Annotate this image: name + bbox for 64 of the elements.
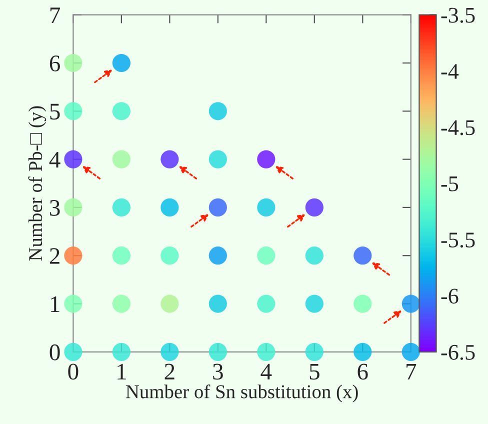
color-bar-label: -6 — [441, 288, 458, 304]
point — [64, 150, 82, 168]
point — [112, 246, 130, 265]
point — [208, 198, 227, 217]
color-bar-label: -4.5 — [441, 120, 475, 136]
x-tick-label: 3 — [213, 364, 223, 380]
point — [257, 246, 276, 265]
point — [64, 54, 82, 72]
x-tick-label: 5 — [310, 364, 320, 380]
point — [354, 294, 372, 313]
color-bar-label: -6.5 — [441, 344, 475, 360]
point — [64, 294, 82, 313]
point — [160, 294, 179, 313]
point — [305, 342, 324, 361]
y-tick-label: 6 — [50, 56, 60, 72]
point — [112, 342, 130, 361]
point — [160, 246, 179, 265]
y-tick-label: 0 — [50, 344, 60, 360]
color-bar-label: -5 — [441, 176, 458, 192]
point — [64, 246, 82, 265]
x-axis-title: Number of Sn substitution (x) — [126, 384, 358, 402]
x-tick-label: 0 — [68, 364, 78, 380]
point — [257, 342, 276, 361]
x-tick-label: 2 — [164, 364, 174, 380]
point — [257, 198, 276, 217]
point — [354, 246, 372, 265]
color-bar-label: -4 — [441, 64, 459, 79]
point — [402, 342, 420, 361]
y-tick-label: 2 — [50, 248, 60, 264]
color-bar-label: -3.5 — [441, 8, 475, 23]
point — [305, 198, 324, 217]
point — [257, 294, 276, 313]
point — [208, 102, 227, 120]
y-tick-label: 4 — [49, 152, 60, 168]
point — [354, 342, 372, 361]
y-tick-label: 5 — [50, 104, 60, 120]
point — [160, 150, 179, 168]
point — [305, 294, 324, 313]
point — [208, 342, 227, 361]
point — [112, 294, 130, 313]
point — [257, 150, 276, 168]
point — [64, 342, 82, 361]
x-tick-label: 7 — [406, 364, 416, 380]
point — [64, 102, 82, 120]
y-axis-title: Number of Pb-□ (y) — [28, 106, 46, 261]
point — [208, 294, 227, 313]
point — [112, 198, 130, 217]
point — [160, 342, 179, 361]
y-tick-label: 1 — [50, 296, 60, 312]
y-tick-label: 7 — [50, 8, 60, 24]
point — [112, 150, 130, 168]
point — [402, 294, 420, 313]
point — [112, 54, 130, 72]
point — [160, 198, 179, 217]
point — [112, 102, 130, 120]
point — [64, 198, 82, 217]
x-tick-label: 6 — [358, 364, 368, 380]
point — [208, 246, 227, 265]
x-tick-label: 4 — [260, 364, 272, 380]
point — [305, 246, 324, 265]
point — [208, 150, 227, 168]
x-tick-label: 1 — [118, 364, 126, 380]
color-bar-label: -5.5 — [441, 232, 475, 248]
y-tick-label: 3 — [50, 200, 60, 216]
